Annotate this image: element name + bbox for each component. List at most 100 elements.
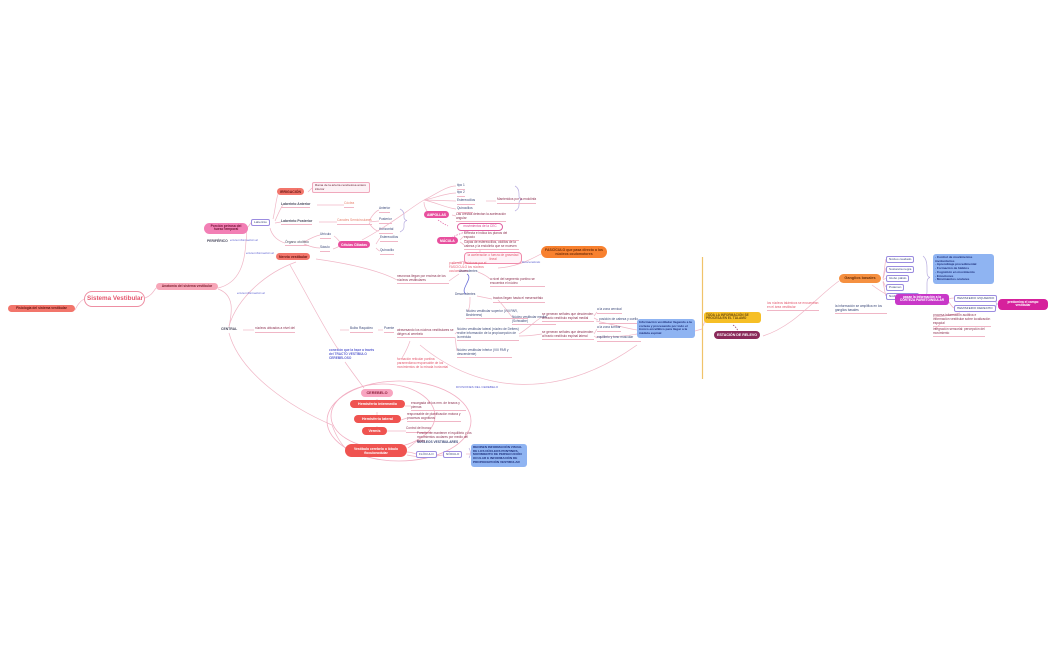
edge-label-envia-1: envía información al	[230, 238, 258, 242]
node-aceleracion-gravedad[interactable]: la aceleración o fuerza de gravedad line…	[464, 252, 522, 264]
node-canal-anterior[interactable]: Anterior	[379, 206, 391, 213]
label-ascendentes[interactable]: Ascendentes	[459, 269, 478, 273]
edge-label-envia-2: envía información al	[246, 251, 274, 255]
node-coclea[interactable]: Cóclea	[344, 201, 355, 208]
node-movimientos-cec[interactable]: movimientos de la CEC	[457, 223, 503, 231]
note-vermis[interactable]: Control del tronco	[406, 426, 432, 433]
node-hemisferio-derecho[interactable]: HEMISFERIO DERECHO	[954, 305, 996, 313]
node-zona-lumbar[interactable]: a la zona lumbar	[597, 325, 621, 332]
node-hemisferio-intermedio[interactable]: Hemisferio intermedio	[350, 400, 405, 409]
note-funcion-equilibrio[interactable]: Función de mantener el equilibrio y los …	[417, 431, 472, 443]
note-endolinfa[interactable]: Mantenidos por la endolinfa	[497, 197, 537, 204]
funcion-item: - Formación de hábitos	[935, 266, 970, 271]
node-vermis[interactable]: Vermis	[362, 427, 387, 436]
note-reciben-informacion[interactable]: RECIBEN INFORMACIÓN VISUAL DE LOS NÚCLEO…	[471, 444, 527, 467]
note-crestas[interactable]: Las crestas detectan la aceleración angu…	[456, 212, 506, 223]
node-cerebelo[interactable]: CEREBELO	[361, 389, 393, 397]
funcion-item: - Control de movimientos involuntarios	[935, 255, 973, 263]
node-floculo[interactable]: FLÓCULO	[416, 451, 437, 459]
node-celulas-ciliadas[interactable]: Células Ciliadas	[338, 241, 371, 249]
note-conexion-tracto[interactable]: conexión que la hace a través del TRACTO…	[329, 348, 375, 360]
node-nucleo-inferior[interactable]: Núcleo vestibular inferior (VIII PAR y d…	[457, 348, 512, 359]
node-sustancia-negra[interactable]: Sustancia negra	[886, 266, 915, 274]
funcion-item: - Emociones	[935, 273, 954, 278]
node-hemisferio-izquierdo[interactable]: HEMISFERIO IZQUIERDO	[954, 295, 998, 303]
node-laberinto-anterior[interactable]: Laberinto Anterior	[281, 202, 311, 208]
node-nucleo-superior[interactable]: Núcleo vestibular superior (VIII PAR, Be…	[466, 309, 528, 320]
node-talamo[interactable]: TODA LA INFORMACIÓN SE PROCESA EN EL TÁL…	[704, 312, 761, 323]
note-procesa-auditiva[interactable]: procesa información auditiva e informaci…	[933, 313, 991, 328]
label-descendentes[interactable]: Descendentes	[455, 292, 476, 296]
node-equilibrio-tono[interactable]: equilibrio y tono muscular	[597, 335, 641, 342]
note-integracion-sensorial[interactable]: integración sensorial: percepción del mo…	[933, 327, 985, 338]
node-canal-horizontal[interactable]: Horizontal	[379, 227, 394, 234]
label-periferico: PERIFÉRICO	[207, 239, 228, 243]
node-nucleo-lateral[interactable]: Núcleo vestibular lateral (núcleo de Dei…	[457, 327, 519, 342]
label-central: CENTRAL	[221, 327, 238, 331]
node-ganglios-basales[interactable]: Ganglios basales	[839, 274, 881, 283]
node-globo-palido[interactable]: Globo pálido	[886, 275, 910, 283]
node-bulbo-raquideo[interactable]: Bulbo Raquídeo	[350, 326, 373, 333]
node-irrigacion[interactable]: IRRIGACIÓN	[277, 188, 304, 196]
node-tipo-2[interactable]: tipo 2	[457, 190, 465, 197]
note-tracto-lateral[interactable]: se generan señales que descienden al tra…	[542, 330, 594, 341]
node-tipo-1[interactable]: tipo 1	[457, 183, 465, 190]
root-node[interactable]: Sistema Vestibular	[84, 291, 145, 307]
node-nervio-vestibular[interactable]: Nervio vestibular	[276, 253, 311, 261]
node-corteza-parietoinsular[interactable]: pasan la información a la CORTEZA PARIET…	[895, 294, 949, 305]
note-tracto-medial[interactable]: se generan señales que descienden al tra…	[542, 312, 594, 323]
note-capas[interactable]: Capas de estereocilios, otolitos de la c…	[464, 240, 519, 251]
node-quinocilios-2[interactable]: Quinocilios	[457, 206, 473, 213]
node-utriculo[interactable]: Utrículo	[320, 232, 331, 239]
note-hemisferio-intermedio[interactable]: encargada de los mm. de brazos y piernas	[411, 401, 466, 412]
node-nucleo-caudado[interactable]: Núcleo caudado	[886, 256, 915, 264]
node-putamen[interactable]: Putamen	[886, 284, 905, 292]
node-predomina-campo[interactable]: predomina el campo vestibular	[998, 299, 1048, 310]
note-resumen-vestibular[interactable]: Información vestibular llegando a la cor…	[637, 319, 695, 338]
funcion-item: - Movimientos oculares	[935, 277, 970, 282]
note-pudiendo-posicionar[interactable]: pudiendo posicionar por el FASCÍCULO los…	[449, 261, 487, 273]
node-canales-semicirculares[interactable]: Canales Semicirculares	[337, 218, 372, 225]
node-organo-otolitico[interactable]: Órgano otolítico	[285, 240, 309, 246]
edge-label-descendente: Descendente	[522, 260, 541, 264]
note-nucleos-talamicos[interactable]: los núcleos talámicos se encuentran en e…	[767, 301, 819, 312]
note-nucleos-intro[interactable]: neuronas llegan por encima de los núcleo…	[397, 274, 449, 285]
node-nucleo-medial[interactable]: Núcleo vestibular medial (Schwalbe)	[512, 315, 556, 326]
note-mesencefalo[interactable]: tractos llegan hasta el mesencéfalo	[493, 296, 545, 303]
funcion-item: - Aprendizaje procedimental	[935, 262, 977, 267]
node-anatomia[interactable]: Anatomía del sistema vestibular	[156, 283, 218, 290]
note-segmento-pontino[interactable]: a nivel del segmento pontino se encuentr…	[490, 277, 545, 288]
note-irrigacion-detail[interactable]: Rama de la arteria cerebelosa antero inf…	[312, 182, 370, 194]
node-nodulo[interactable]: NÓDULO	[443, 451, 463, 459]
node-laberinto[interactable]: Laberinto	[251, 219, 270, 227]
node-macula[interactable]: MÁCULA	[437, 237, 458, 245]
node-estereocilios-2[interactable]: Estereocilios	[457, 198, 476, 205]
note-dirigen-cerebelo[interactable]: atravesando los núcleos vestibulares se …	[397, 328, 455, 339]
note-central[interactable]: núcleos ubicados a nivel del	[255, 326, 295, 333]
node-floculonodular[interactable]: Vestíbulo cerebelo o lóbulo floculonodul…	[345, 444, 407, 458]
node-estacion-relevo[interactable]: ESTACIÓN DE RELEVO	[714, 331, 761, 340]
edge-label-envia-3: envía información al	[237, 291, 265, 295]
node-zona-cervical[interactable]: a la zona cervical	[597, 307, 622, 314]
note-detecta-planos[interactable]: Detecta e indica los planos del espacio	[464, 231, 519, 242]
label-divisiones-cerebelo: DIVISIONES DEL CEREBELO	[456, 385, 499, 389]
node-canal-posterior[interactable]: Posterior	[379, 217, 392, 224]
node-fasciculo[interactable]: FASCÍCULO que pasa directo a los núcleos…	[541, 246, 607, 259]
node-saculo[interactable]: Sáculo	[320, 245, 330, 252]
node-fisiologia[interactable]: Fisiología del sistema vestibular	[8, 305, 75, 312]
funcion-item: - Cognición en movimiento	[935, 269, 975, 274]
note-amplifica-ganglios[interactable]: la información se amplifica en los gangl…	[835, 304, 887, 315]
note-hemisferio-lateral[interactable]: responsable de planificación motora y pr…	[407, 412, 461, 423]
node-porcion-petrosa[interactable]: Porción petrosa del hueso temporal	[204, 223, 248, 234]
node-posicion-cabeza[interactable]: posición de cabeza y cuello	[599, 317, 641, 324]
node-laberinto-posterior[interactable]: Laberinto Posterior	[281, 219, 313, 225]
node-puente[interactable]: Puente	[384, 326, 395, 333]
note-nucleos-vestibulares-caps: NÚCLEOS VESTIBULARES	[417, 440, 459, 444]
note-funciones-ganglios[interactable]: - Control de movimientos involuntarios -…	[933, 254, 994, 284]
node-estereocilios[interactable]: Estereocilios	[380, 235, 399, 242]
node-quinocilio[interactable]: Quinocilio	[380, 248, 394, 255]
node-ampollas[interactable]: AMPOLLAS	[424, 211, 450, 219]
node-hemisferio-lateral[interactable]: Hemisferio lateral	[354, 415, 401, 424]
note-formacion-reticular[interactable]: formación reticular pontina paramediana …	[397, 357, 449, 369]
